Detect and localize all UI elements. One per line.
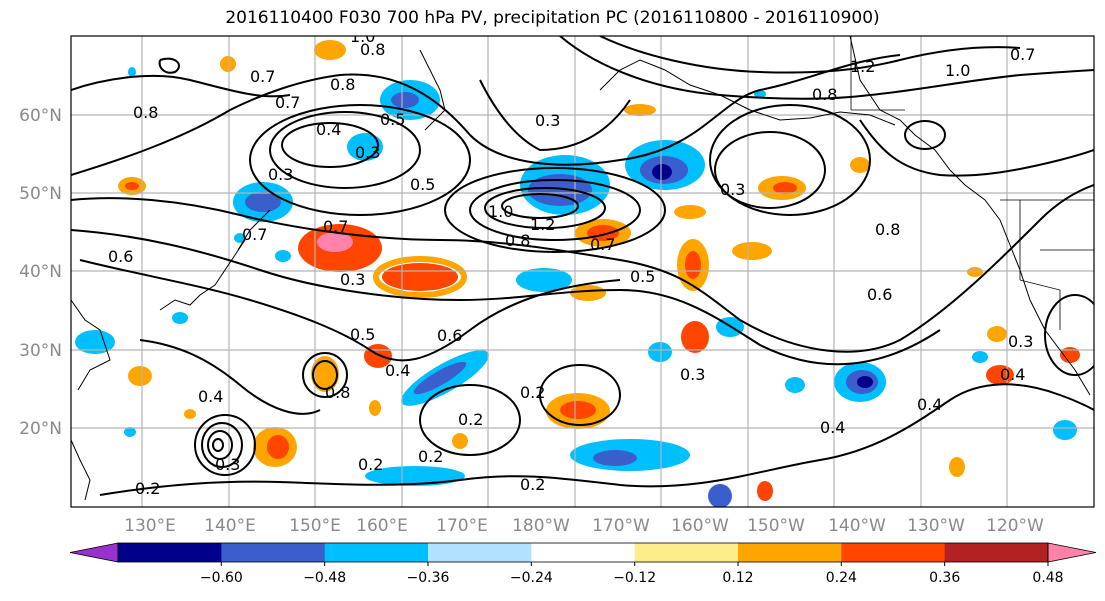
colorbar-segment [428,543,532,562]
contour-label: 0.4 [385,361,410,380]
contour-label: 0.2 [418,447,443,466]
lon-label: 150°W [747,516,805,536]
colorbar-segment [324,543,429,562]
contour-label: 0.2 [358,455,383,474]
contour-label: 0.8 [812,85,837,104]
contour-label: 0.2 [520,383,545,402]
contour-label: 0.4 [820,418,845,437]
contour-label: 0.3 [535,111,560,130]
contour-label: 0.3 [215,455,240,474]
contour-label: 0.3 [340,270,365,289]
colorbar-tick-label: −0.36 [407,570,450,586]
colorbar-tick-label: 0.12 [722,570,753,586]
lon-label: 130°W [907,516,965,536]
lon-label: 160°E [356,516,408,536]
contour-label: 0.7 [323,217,348,236]
contour-label: 0.5 [630,267,655,286]
contour-label: 0.3 [355,143,380,162]
lon-label: 170°E [436,516,488,536]
colorbar-tick-label: 0.24 [826,570,857,586]
map-content: 1.0 0.8 0.7 0.8 0.7 0.8 0.4 0.3 0.5 0.3 … [71,27,1094,507]
lon-label: 170°W [592,516,650,536]
contour-label: 0.4 [198,387,223,406]
contour-label: 0.8 [875,220,900,239]
lon-label: 160°W [671,516,729,536]
contour-label: 0.3 [720,180,745,199]
contour-label: 0.4 [316,120,341,139]
colorbar-segment [944,543,1049,562]
contour-label: 0.6 [108,247,133,266]
lat-label: 30°N [19,341,62,361]
contour-label: 0.7 [590,235,615,254]
longitude-labels: 130°E 140°E 150°E 160°E 170°E 180°W 170°… [124,516,1044,536]
lon-label: 120°W [986,516,1044,536]
lon-label: 140°E [204,516,256,536]
contour-label: 0.4 [917,395,942,414]
contour-label: 0.8 [133,103,158,122]
contour-label: 1.0 [488,202,513,221]
colorbar-segment [531,543,636,562]
contour-label: 0.2 [135,479,160,498]
colorbar-tick-label: −0.24 [510,570,553,586]
precip-negative-shading [75,67,1077,507]
contour-label: 1.0 [945,61,970,80]
contour-label: 0.3 [268,165,293,184]
contour-label: 0.8 [505,231,530,250]
colorbar-tick-label: −0.60 [200,570,243,586]
lat-label: 60°N [19,106,62,126]
contour-label: 0.5 [350,325,375,344]
contour-label: 0.2 [520,475,545,494]
contour-label: 1.2 [530,215,555,234]
colorbar-extend-max [1047,542,1097,563]
lat-label: 40°N [19,262,62,282]
contour-label: 0.6 [867,285,892,304]
colorbar-segment [738,543,842,562]
colorbar-segment [221,543,326,562]
colorbar: −0.60 −0.48 −0.36 −0.24 −0.12 0.12 0.24 0.36 0.4… [69,542,1097,586]
contour-label: 0.6 [437,326,462,345]
contour-label: 0.3 [1008,332,1033,351]
colorbar-tick-label: 0.36 [929,570,960,586]
contour-label: 0.7 [250,67,275,86]
lat-label: 50°N [19,184,62,204]
colorbar-segment [118,543,222,562]
contour-labels: 1.0 0.8 0.7 0.8 0.7 0.8 0.4 0.3 0.5 0.3 … [108,27,1035,498]
contour-label: 0.7 [275,93,300,112]
contour-label: 0.8 [325,383,350,402]
colorbar-tick-label: −0.48 [303,570,346,586]
lon-label: 150°E [289,516,341,536]
contour-label: 0.4 [1000,365,1025,384]
contour-label: 0.3 [680,365,705,384]
contour-label: 0.8 [330,75,355,94]
pv-contours [71,36,1094,496]
latitude-labels: 20°N 30°N 40°N 50°N 60°N [19,106,62,439]
lon-label: 130°E [124,516,176,536]
contour-label: 0.5 [410,175,435,194]
contour-label: 1.0 [350,27,375,46]
map-title: 2016110400 F030 700 hPa PV, precipitatio… [225,8,880,28]
map-border [70,35,1095,508]
lon-label: 140°W [828,516,886,536]
lat-label: 20°N [19,419,62,439]
contour-label: 1.2 [850,57,875,76]
colorbar-segment [634,543,739,562]
contour-label: 0.2 [458,410,483,429]
colorbar-tick-label: 0.48 [1032,570,1063,586]
contour-label: 0.7 [242,225,267,244]
contour-label: 0.5 [380,110,405,129]
colorbar-tick-label: −0.12 [613,570,656,586]
contour-label: 0.7 [1010,45,1035,64]
lon-label: 180°W [512,516,570,536]
colorbar-segment [841,543,946,562]
colorbar-border [117,542,1049,563]
contour-label: 0.8 [360,40,385,59]
colorbar-extend-min [69,542,119,563]
